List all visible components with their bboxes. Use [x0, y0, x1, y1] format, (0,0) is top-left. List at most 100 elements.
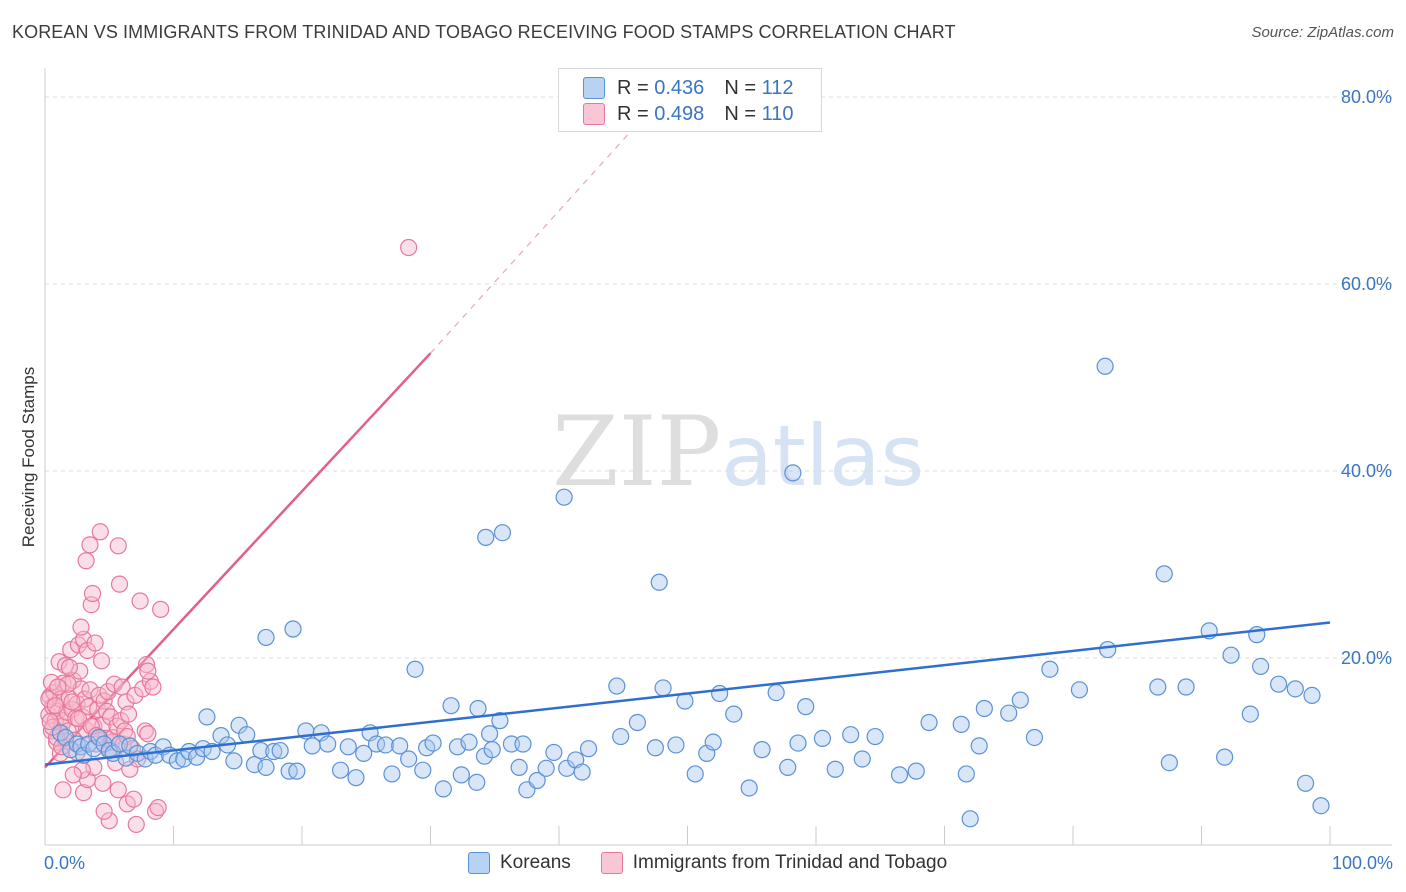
- data-point: [686, 765, 704, 783]
- data-point: [77, 552, 95, 570]
- data-point: [608, 677, 626, 695]
- data-point: [510, 758, 528, 776]
- data-point: [1011, 691, 1029, 709]
- data-point: [144, 678, 162, 696]
- data-point: [127, 815, 145, 834]
- data-point: [400, 750, 418, 768]
- data-point: [493, 524, 512, 542]
- data-point: [74, 784, 93, 802]
- data-point: [1155, 565, 1173, 583]
- tick-labels: 20.0% 40.0% 60.0% 80.0% 0.0% 100.0%: [44, 87, 1393, 873]
- trinidad-legend-swatch: [600, 852, 623, 874]
- data-point: [1222, 646, 1240, 664]
- data-point: [667, 736, 685, 754]
- data-point: [725, 705, 743, 723]
- data-point: [483, 741, 501, 759]
- legend-row-trinidad: R = 0.498 N = 110: [583, 102, 793, 126]
- data-point: [391, 737, 409, 755]
- pink-trend-group: [44, 96, 663, 769]
- data-point: [654, 679, 672, 697]
- data-point: [339, 738, 357, 756]
- data-point: [434, 780, 452, 798]
- watermark-atlas: atlas: [721, 407, 925, 505]
- chart-title: KOREAN VS IMMIGRANTS FROM TRINIDAD AND T…: [12, 22, 956, 42]
- data-point: [252, 741, 270, 760]
- data-point: [257, 758, 275, 776]
- data-point: [797, 698, 815, 716]
- data-point: [41, 712, 59, 731]
- data-point: [460, 733, 478, 751]
- data-point: [1096, 357, 1114, 375]
- data-point: [1160, 754, 1178, 772]
- data-point: [481, 725, 499, 743]
- data-point: [628, 713, 646, 732]
- data-point: [469, 699, 487, 718]
- x-tick-label: 100.0%: [1332, 853, 1393, 873]
- y-tick-label: 60.0%: [1341, 274, 1392, 294]
- data-point: [86, 634, 104, 652]
- data-point: [704, 733, 722, 751]
- data-point: [101, 708, 120, 726]
- koreans-swatch: [583, 77, 605, 99]
- data-point: [842, 726, 860, 744]
- data-point: [975, 699, 993, 718]
- koreans-trend-line: [44, 621, 1331, 766]
- data-point: [424, 734, 442, 752]
- data-point: [131, 592, 149, 610]
- data-point: [1070, 681, 1089, 699]
- data-point: [238, 726, 256, 744]
- data-point: [826, 760, 844, 778]
- data-point: [72, 618, 90, 636]
- data-point: [414, 761, 432, 779]
- data-point: [265, 742, 283, 761]
- data-point: [95, 692, 113, 710]
- blue-points: [51, 357, 1330, 828]
- data-point: [95, 802, 113, 820]
- data-point: [383, 765, 401, 783]
- data-point: [73, 761, 91, 779]
- data-point: [952, 715, 970, 733]
- data-point: [83, 584, 102, 603]
- data-point: [491, 712, 509, 730]
- data-point: [100, 812, 118, 830]
- data-point: [1099, 640, 1117, 659]
- y-tick-label: 80.0%: [1341, 87, 1392, 107]
- data-point: [1149, 678, 1167, 696]
- data-point: [920, 713, 938, 732]
- data-point: [789, 734, 807, 752]
- data-point: [468, 773, 486, 791]
- data-point: [347, 769, 365, 787]
- data-point: [109, 537, 127, 555]
- data-point: [1312, 797, 1330, 815]
- data-point: [137, 655, 156, 674]
- n-label: N =: [724, 102, 756, 125]
- data-point: [646, 739, 664, 757]
- grid: [45, 96, 1392, 659]
- data-point: [109, 781, 127, 799]
- data-point: [1286, 680, 1304, 698]
- data-point: [813, 729, 832, 748]
- data-point: [168, 752, 186, 770]
- data-point: [69, 710, 88, 728]
- data-point: [331, 761, 350, 779]
- n-label: N =: [724, 76, 756, 99]
- data-point: [711, 684, 729, 703]
- data-point: [319, 735, 337, 753]
- r-label: R =: [617, 76, 649, 99]
- koreans-legend-label: Koreans: [500, 852, 571, 873]
- data-point: [545, 743, 563, 762]
- data-point: [51, 724, 70, 742]
- data-point: [1041, 660, 1059, 678]
- data-point: [355, 744, 373, 762]
- n-value: 112: [761, 76, 794, 99]
- data-point: [853, 750, 871, 768]
- data-point: [149, 798, 167, 817]
- data-point: [40, 690, 58, 708]
- trinidad-legend-label: Immigrants from Trinidad and Tobago: [632, 852, 948, 873]
- data-point: [49, 678, 67, 696]
- legend-row-koreans: R = 0.436 N = 112: [583, 76, 793, 100]
- source-label: Source: ZipAtlas.com: [1251, 24, 1394, 41]
- data-point: [125, 790, 143, 808]
- data-point: [91, 523, 109, 541]
- data-point: [1296, 774, 1315, 792]
